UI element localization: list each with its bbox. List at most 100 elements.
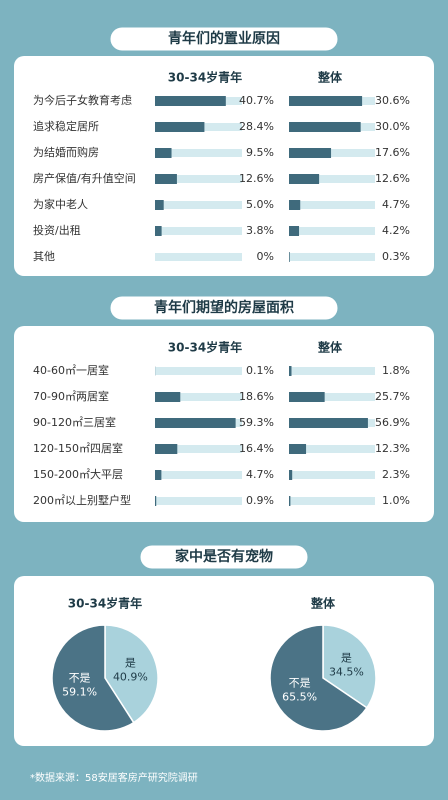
bar bbox=[289, 470, 293, 480]
value-label: 0.1% bbox=[246, 364, 274, 377]
bar bbox=[155, 470, 162, 480]
bar-track bbox=[155, 175, 242, 183]
value-label: 0% bbox=[257, 250, 274, 263]
bar-track bbox=[289, 149, 375, 157]
series-header: 整体 bbox=[317, 340, 343, 355]
category-label: 150-200㎡大平层 bbox=[33, 467, 123, 481]
value-label: 0.9% bbox=[246, 494, 274, 507]
value-label: 30.6% bbox=[375, 94, 410, 107]
title-pill bbox=[109, 26, 339, 52]
bar-track bbox=[155, 367, 242, 375]
bar bbox=[155, 392, 181, 402]
bar-track bbox=[155, 149, 242, 157]
category-label: 120-150㎡四居室 bbox=[33, 441, 123, 455]
bar-track bbox=[289, 175, 375, 183]
category-label: 40-60㎡一居室 bbox=[33, 363, 109, 377]
value-label: 12.6% bbox=[375, 172, 410, 185]
pie-slice bbox=[51, 624, 135, 732]
value-label: 40.7% bbox=[239, 94, 274, 107]
value-label: 30.0% bbox=[375, 120, 410, 133]
bar bbox=[155, 496, 157, 506]
bar-track bbox=[155, 471, 242, 479]
bar-track bbox=[155, 393, 242, 401]
bar-track bbox=[289, 367, 375, 375]
section-title: 青年们期望的房屋面积 bbox=[154, 299, 294, 316]
slice-value: 34.5% bbox=[329, 666, 364, 679]
category-label: 90-120㎡三居室 bbox=[33, 415, 116, 429]
value-label: 1.0% bbox=[382, 494, 410, 507]
bar-track bbox=[155, 497, 242, 505]
bar bbox=[289, 122, 361, 132]
bar bbox=[289, 96, 363, 106]
category-label: 70-90㎡两居室 bbox=[33, 389, 109, 403]
series-header: 整体 bbox=[310, 596, 336, 611]
bar bbox=[289, 174, 320, 184]
title-pill bbox=[109, 295, 339, 321]
bar bbox=[155, 96, 226, 106]
bar-track bbox=[289, 497, 375, 505]
bar bbox=[155, 418, 236, 428]
value-label: 5.0% bbox=[246, 198, 274, 211]
bar bbox=[155, 226, 162, 236]
category-label: 追求稳定居所 bbox=[33, 119, 99, 133]
panel bbox=[14, 56, 434, 276]
value-label: 3.8% bbox=[246, 224, 274, 237]
bar bbox=[155, 122, 205, 132]
slice-label: 不是 bbox=[289, 676, 311, 689]
bar-track bbox=[289, 445, 375, 453]
slice-value: 59.1% bbox=[62, 685, 97, 698]
bar bbox=[289, 366, 292, 376]
value-label: 12.6% bbox=[239, 172, 274, 185]
bar bbox=[289, 418, 368, 428]
bar-track bbox=[155, 445, 242, 453]
category-label: 200㎡以上别墅户型 bbox=[33, 493, 131, 507]
series-header: 30-34岁青年 bbox=[168, 340, 242, 355]
category-label: 为家中老人 bbox=[33, 197, 88, 211]
bar bbox=[289, 392, 325, 402]
title-pill bbox=[139, 544, 309, 570]
bar-track bbox=[155, 253, 242, 261]
slice-value: 65.5% bbox=[282, 690, 317, 703]
slice-label: 不是 bbox=[69, 671, 91, 684]
category-label: 为结婚而购房 bbox=[33, 145, 99, 159]
bar bbox=[155, 174, 177, 184]
bar bbox=[289, 226, 300, 236]
value-label: 9.5% bbox=[246, 146, 274, 159]
value-label: 17.6% bbox=[375, 146, 410, 159]
slice-label: 是 bbox=[125, 657, 136, 670]
value-label: 0.3% bbox=[382, 250, 410, 263]
section-title: 家中是否有宠物 bbox=[175, 548, 273, 565]
bar-track bbox=[289, 201, 375, 209]
series-header: 30-34岁青年 bbox=[168, 70, 242, 85]
slice-label: 是 bbox=[341, 652, 352, 665]
footer: *数据来源：58安居客房产研究院调研 bbox=[30, 771, 198, 784]
section-title: 青年们的置业原因 bbox=[168, 30, 280, 47]
value-label: 25.7% bbox=[375, 390, 410, 403]
pie-slice bbox=[322, 624, 377, 709]
value-label: 4.7% bbox=[246, 468, 274, 481]
value-label: 16.4% bbox=[239, 442, 274, 455]
value-label: 2.3% bbox=[382, 468, 410, 481]
bar bbox=[155, 200, 164, 210]
value-label: 1.8% bbox=[382, 364, 410, 377]
bar bbox=[289, 444, 307, 454]
bar bbox=[289, 148, 332, 158]
bar-track bbox=[289, 471, 375, 479]
bar bbox=[289, 200, 301, 210]
category-label: 为今后子女教育考虑 bbox=[33, 93, 132, 107]
category-label: 投资/出租 bbox=[33, 223, 81, 237]
bar bbox=[155, 444, 178, 454]
value-label: 12.3% bbox=[375, 442, 410, 455]
category-label: 房产保值/有升值空间 bbox=[33, 171, 136, 185]
value-label: 28.4% bbox=[239, 120, 274, 133]
bar-track bbox=[155, 201, 242, 209]
bar-track bbox=[289, 227, 375, 235]
bar-track bbox=[289, 253, 375, 261]
bar-track bbox=[155, 227, 242, 235]
value-label: 18.6% bbox=[239, 390, 274, 403]
value-label: 4.2% bbox=[382, 224, 410, 237]
value-label: 56.9% bbox=[375, 416, 410, 429]
value-label: 4.7% bbox=[382, 198, 410, 211]
